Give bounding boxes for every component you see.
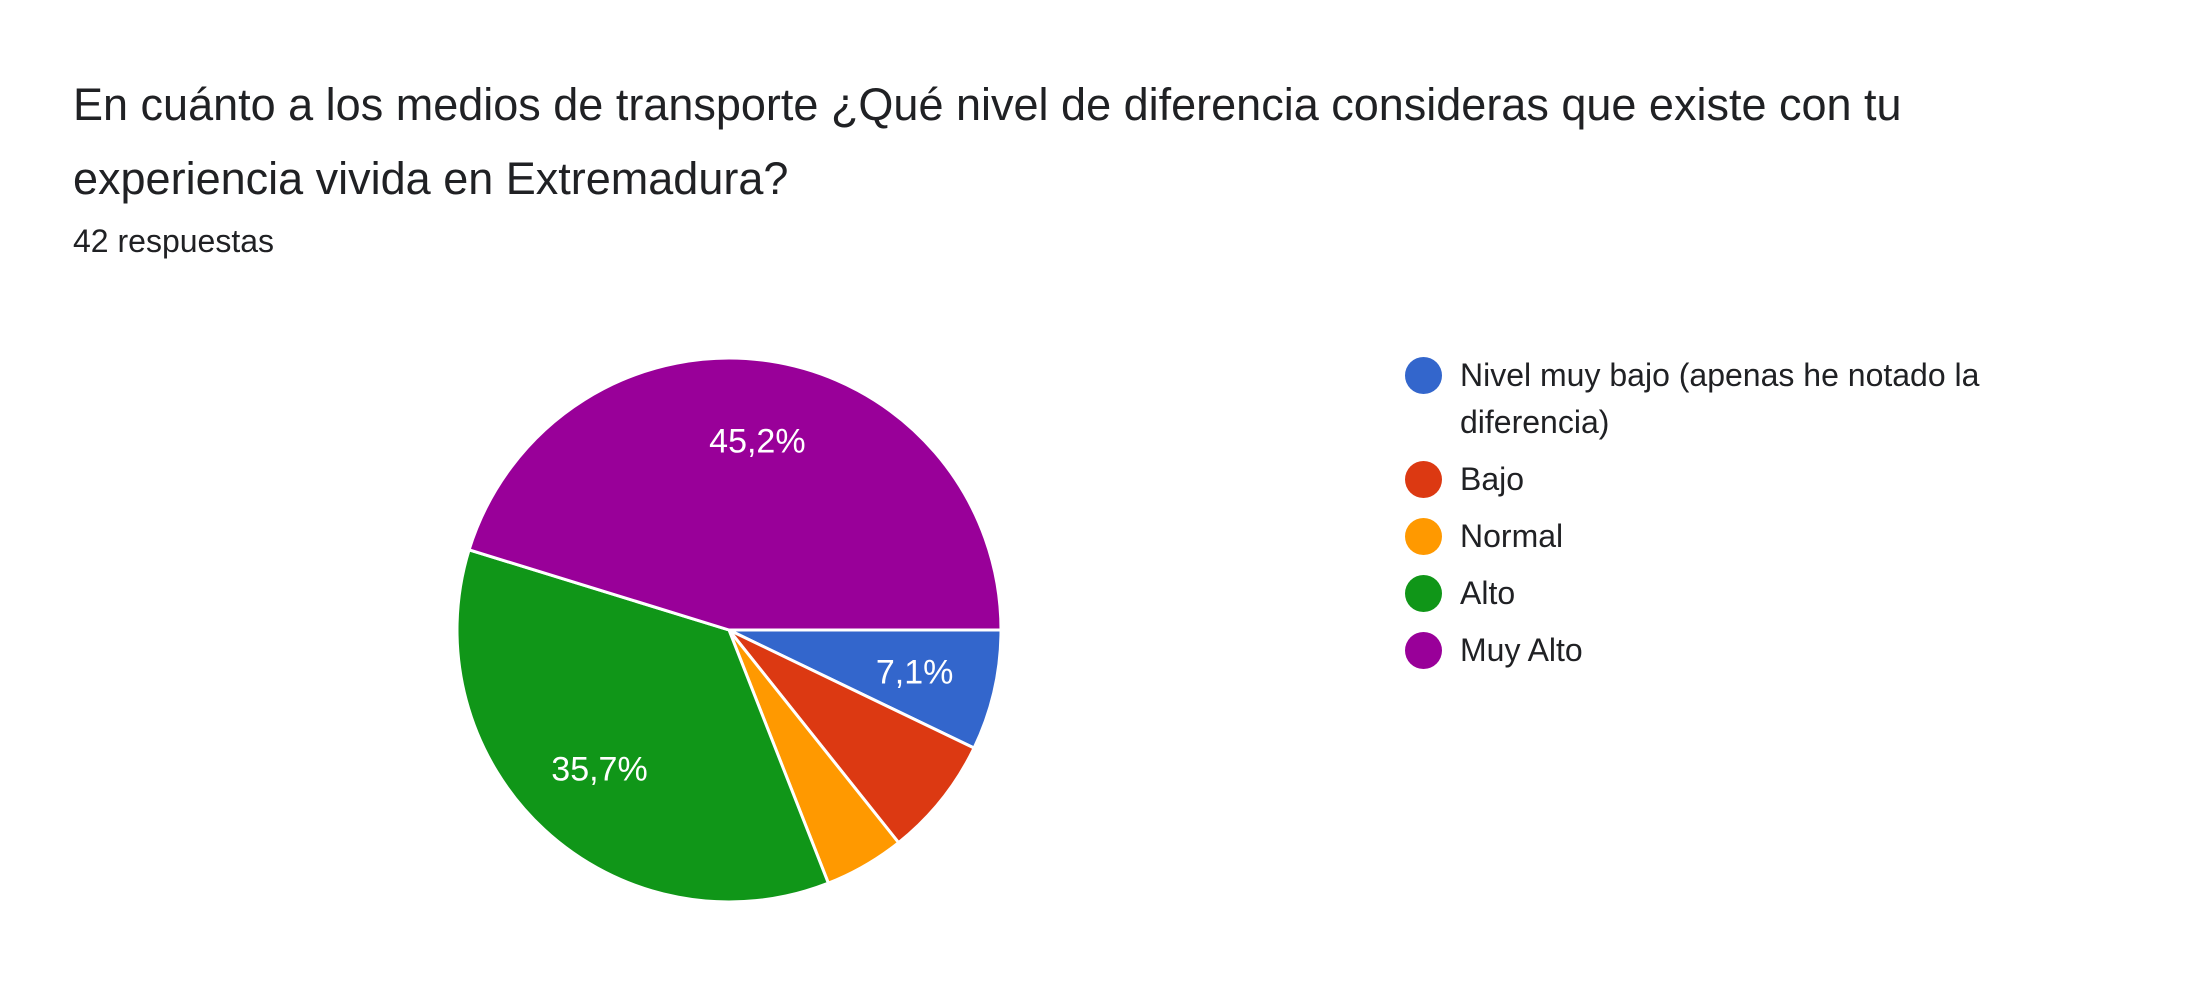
pie-slice-3 — [455, 547, 831, 904]
pie-slice-4 — [467, 356, 1003, 632]
legend-item: Nivel muy bajo (apenas he notado la dife… — [1405, 352, 2105, 446]
question-title: En cuánto a los medios de transporte ¿Qu… — [73, 79, 1902, 204]
legend-swatch — [1405, 632, 1442, 669]
pie-slices — [455, 356, 1003, 904]
legend-item: Bajo — [1405, 456, 2105, 503]
legend-swatch — [1405, 357, 1442, 394]
legend-label: Nivel muy bajo (apenas he notado la dife… — [1460, 357, 1980, 440]
legend-item: Muy Alto — [1405, 627, 2105, 674]
legend-label: Bajo — [1460, 461, 1525, 497]
pie-labels: 7,1% 35,7% 45,2% — [551, 423, 953, 789]
legend-label: Normal — [1460, 518, 1564, 554]
slice-percent-label: 45,2% — [709, 423, 805, 461]
legend-label: Alto — [1460, 575, 1516, 611]
response-count: 42 respuestas — [73, 223, 275, 259]
legend-label: Muy Alto — [1460, 632, 1583, 668]
legend-item: Alto — [1405, 570, 2105, 617]
legend-swatch — [1405, 461, 1442, 498]
legend-swatch — [1405, 518, 1442, 555]
pie-slice-0 — [728, 628, 1003, 751]
legend-swatch — [1405, 575, 1442, 612]
slice-percent-label: 7,1% — [876, 653, 954, 691]
pie-slice-1 — [727, 628, 977, 845]
slice-percent-label: 35,7% — [551, 751, 647, 789]
chart-legend: Nivel muy bajo (apenas he notado la dife… — [1405, 352, 2105, 684]
legend-item: Normal — [1405, 513, 2105, 560]
